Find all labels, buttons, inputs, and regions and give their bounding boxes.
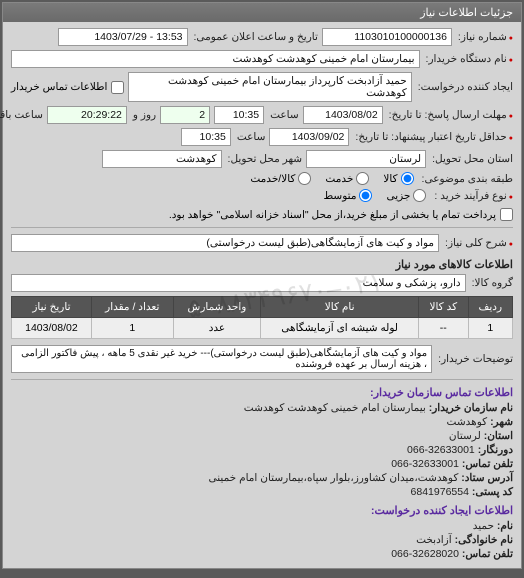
- remain-days: 2: [160, 106, 210, 124]
- goods-section-title: اطلاعات کالاهای مورد نیاز: [11, 258, 513, 271]
- panel-title: جزئیات اطلاعات نیاز: [3, 3, 521, 22]
- org-city-label: شهر:: [490, 416, 513, 428]
- desc-label: شرح کلی نیاز:: [443, 237, 513, 249]
- valid-until-time: 10:35: [181, 128, 231, 146]
- req-number-label: شماره نیاز:: [456, 31, 513, 43]
- time-label-2: ساعت: [235, 131, 266, 143]
- process-note-checkbox[interactable]: پرداخت تمام یا بخشی از مبلغ خرید،از محل …: [169, 208, 513, 221]
- table-header-row: ردیف کد کالا نام کالا واحد شمارش تعداد /…: [12, 297, 513, 318]
- remain-suffix: ساعت باقی مانده: [0, 109, 43, 121]
- grouping-radio-all[interactable]: کالا: [383, 172, 413, 185]
- divider-2: [11, 379, 513, 380]
- cell-code: --: [419, 318, 468, 339]
- deadline-send-label: مهلت ارسال پاسخ: تا تاریخ:: [387, 109, 513, 121]
- postal-value: 6841976554: [411, 486, 469, 498]
- deadline-send-time: 10:35: [214, 106, 264, 124]
- fname-value: حمید: [473, 520, 494, 532]
- tel-label: تلفن تماس:: [462, 458, 513, 470]
- th-date: تاریخ نیاز: [12, 297, 92, 318]
- th-code: کد کالا: [419, 297, 468, 318]
- th-qty: تعداد / مقدار: [91, 297, 173, 318]
- table-row: 1--لوله شیشه ای آزمایشگاهیعدد11403/08/02: [12, 318, 513, 339]
- cell-date: 1403/08/02: [12, 318, 92, 339]
- address-value: کوهدشت،میدان کشاورز،بلوار سپاه،بیمارستان…: [209, 472, 459, 484]
- process-label: نوع فرآیند خرید :: [432, 190, 513, 202]
- lname-label: نام خانوادگی:: [455, 534, 513, 546]
- th-row: ردیف: [468, 297, 512, 318]
- lname-value: آزادبخت: [416, 534, 452, 546]
- city-value: کوهدشت: [102, 150, 222, 168]
- org-city-value: کوهدشت: [447, 416, 488, 428]
- buyer-notes-value: مواد و کیت های آزمایشگاهی(طبق لیست درخوا…: [11, 345, 432, 373]
- province-value: لرستان: [306, 150, 426, 168]
- cell-row: 1: [468, 318, 512, 339]
- fax-label: دورنگار:: [478, 444, 513, 456]
- desc-value: مواد و کیت های آزمایشگاهی(طبق لیست درخوا…: [11, 234, 439, 252]
- buyer-notes-label: توضیحات خریدار:: [436, 353, 513, 365]
- cell-unit: عدد: [173, 318, 260, 339]
- creator-value: حمید آزادبخت کارپرداز بیمارستان امام خمی…: [128, 72, 411, 102]
- pub-datetime-value: 13:53 - 1403/07/29: [58, 28, 188, 46]
- goods-group-value: دارو، پزشکی و سلامت: [11, 274, 466, 292]
- org-province-label: استان:: [484, 430, 513, 442]
- valid-until-date: 1403/09/02: [269, 128, 349, 146]
- goods-table: ردیف کد کالا نام کالا واحد شمارش تعداد /…: [11, 296, 513, 339]
- valid-until-label: حداقل تاریخ اعتبار پیشنهاد: تا تاریخ:: [353, 131, 513, 143]
- grouping-radio-both[interactable]: کالا/خدمت: [250, 172, 311, 185]
- deadline-send-date: 1403/08/02: [303, 106, 383, 124]
- pub-datetime-label: تاریخ و ساعت اعلان عمومی:: [192, 31, 318, 43]
- creator-section-title: اطلاعات ایجاد کننده درخواست:: [11, 504, 513, 517]
- remain-time: 20:29:22: [47, 106, 127, 124]
- time-label-1: ساعت: [268, 109, 299, 121]
- contact-section-title: اطلاعات تماس سازمان خریدار:: [11, 386, 513, 399]
- city-label: شهر محل تحویل:: [226, 153, 303, 165]
- org-province-value: لرستان: [449, 430, 481, 442]
- buyer-device-value: بیمارستان امام خمینی کوهدشت کوهدشت: [11, 50, 420, 68]
- fname-label: نام:: [497, 520, 513, 532]
- process-radio-small[interactable]: جزیی: [386, 189, 426, 202]
- th-unit: واحد شمارش: [173, 297, 260, 318]
- buyer-contact-label: اطلاعات تماس خریدار: [11, 81, 107, 93]
- cell-name: لوله شیشه ای آزمایشگاهی: [261, 318, 419, 339]
- postal-label: کد پستی:: [472, 486, 513, 498]
- tel-value: 32633001-066: [391, 458, 459, 470]
- process-radio-medium[interactable]: متوسط: [323, 189, 372, 202]
- org-name-label: نام سازمان خریدار:: [429, 402, 513, 414]
- grouping-label: طبقه بندی موضوعی:: [420, 173, 513, 185]
- remain-label: روز و: [131, 109, 156, 121]
- buyer-contact-checkbox[interactable]: اطلاعات تماس خریدار: [11, 81, 124, 94]
- ctel-value: 32628020-066: [391, 548, 459, 560]
- panel-body: شماره نیاز: 1103010100000136 تاریخ و ساع…: [3, 22, 521, 568]
- th-name: نام کالا: [261, 297, 419, 318]
- creator-label: ایجاد کننده درخواست:: [416, 81, 513, 93]
- goods-group-label: گروه کالا:: [470, 277, 513, 289]
- divider-1: [11, 227, 513, 228]
- details-panel: جزئیات اطلاعات نیاز شماره نیاز: 11030101…: [2, 2, 522, 569]
- req-number-value: 1103010100000136: [322, 28, 452, 46]
- address-label: آدرس ستاد:: [461, 472, 513, 484]
- fax-value: 32633001-066: [407, 444, 475, 456]
- cell-qty: 1: [91, 318, 173, 339]
- org-name-value: بیمارستان امام خمینی کوهدشت کوهدشت: [244, 402, 426, 414]
- ctel-label: تلفن تماس:: [462, 548, 513, 560]
- grouping-radio-partial[interactable]: خدمت: [325, 172, 369, 185]
- buyer-device-label: نام دستگاه خریدار:: [424, 53, 513, 65]
- buyer-contact-check-input[interactable]: [111, 81, 124, 94]
- province-label: استان محل تحویل:: [430, 153, 513, 165]
